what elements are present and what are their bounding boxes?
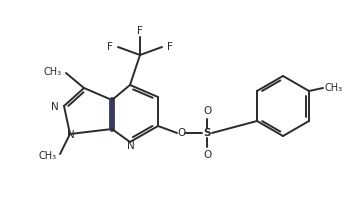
Text: N: N bbox=[127, 141, 135, 151]
Text: F: F bbox=[167, 42, 173, 52]
Text: F: F bbox=[137, 26, 143, 36]
Text: O: O bbox=[203, 106, 211, 116]
Text: F: F bbox=[107, 42, 113, 52]
Text: O: O bbox=[203, 150, 211, 160]
Text: N: N bbox=[51, 102, 59, 112]
Text: N: N bbox=[67, 130, 75, 140]
Text: O: O bbox=[177, 128, 185, 138]
Text: CH₃: CH₃ bbox=[44, 67, 62, 77]
Text: CH₃: CH₃ bbox=[325, 83, 343, 93]
Text: CH₃: CH₃ bbox=[39, 151, 57, 161]
Text: S: S bbox=[203, 128, 211, 138]
